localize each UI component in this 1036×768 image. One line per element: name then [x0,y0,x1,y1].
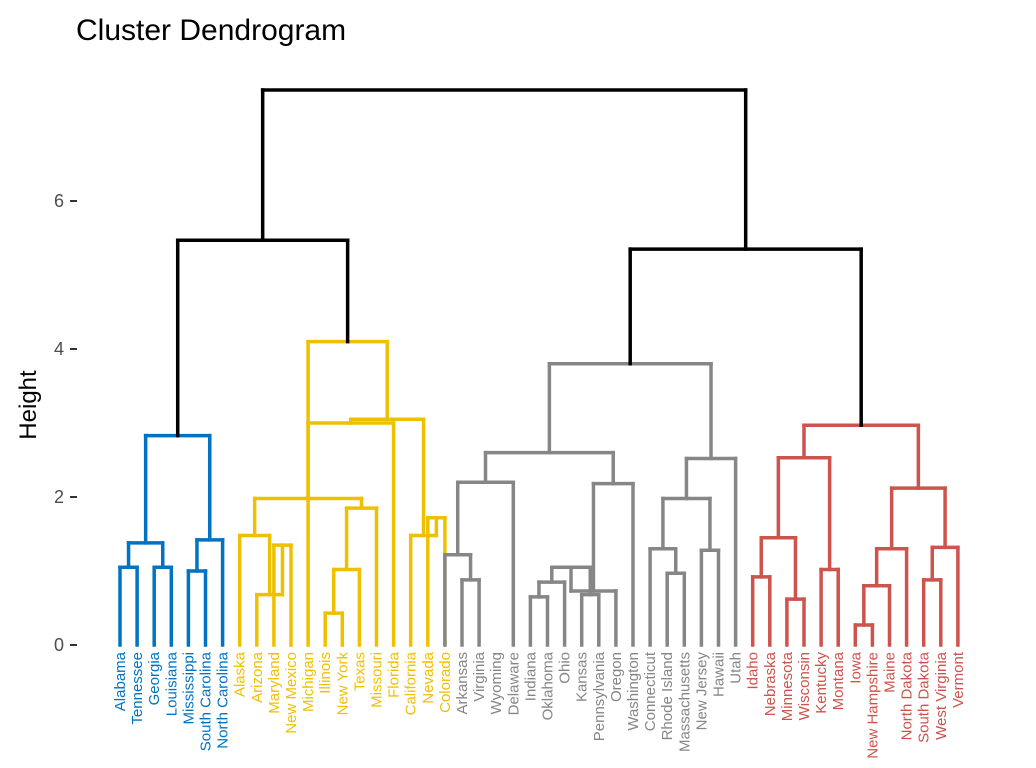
leaf-label: South Carolina [198,651,215,751]
leaf-label: New Hampshire [864,652,881,759]
y-tick-label: 0 [54,635,64,655]
leaf-label: Texas [351,652,368,691]
leaf-label: Ohio [557,652,574,684]
y-axis: 0 2 4 6 [54,191,77,655]
leaf-label: Kansas [574,652,591,702]
leaf-label: Missouri [369,652,386,708]
leaf-label: Idaho [745,652,762,690]
leaf-label: New York [334,652,351,716]
leaf-label: Washington [625,652,642,731]
leaf-label: Indiana [522,651,539,701]
leaf-label: Florida [386,651,403,698]
leaf-label: Arkansas [454,652,471,715]
leaf-label: North Dakota [899,651,916,740]
leaf-label: Louisiana [163,651,180,716]
leaf-label: Colorado [437,652,454,713]
leaf-label: Georgia [146,651,163,705]
dendrogram-branches [118,88,960,647]
leaf-label: Mississippi [180,652,197,725]
leaf-label: California [403,651,420,715]
leaf-label: Delaware [505,652,522,715]
leaf-label: North Carolina [215,651,232,748]
leaf-label: West Virginia [933,651,950,739]
leaf-label: Oklahoma [540,651,557,720]
leaf-label: Nebraska [762,651,779,716]
y-axis-label: Height [15,370,42,440]
leaf-label: Oregon [608,652,625,702]
y-tick-label: 6 [54,191,64,211]
chart-title: Cluster Dendrogram [76,14,346,47]
leaf-label: Montana [830,651,847,710]
leaf-label: Alabama [112,651,129,711]
leaf-label: Michigan [300,652,317,712]
leaf-label: Kentucky [813,652,830,714]
leaf-label: Massachusetts [676,652,693,752]
leaf-label: Arizona [249,651,266,703]
leaf-label: South Dakota [916,651,933,743]
leaf-label: Hawaii [711,652,728,697]
leaf-label: Nevada [420,651,437,703]
y-tick-label: 4 [54,339,64,359]
leaf-label: Rhode Island [659,652,676,740]
leaf-label: New Mexico [283,652,300,734]
leaf-label: Tennessee [129,652,146,725]
leaf-label: Pennsylvania [591,651,608,741]
leaf-label: Maine [882,652,899,693]
leaf-label: New Jersey [693,652,710,731]
leaf-label: Maryland [266,652,283,714]
leaf-label: Wyoming [488,652,505,714]
leaf-label: Alaska [232,651,249,697]
leaf-label: Illinois [317,652,334,694]
leaf-label: Minnesota [779,651,796,721]
leaf-label: Wisconsin [796,652,813,720]
leaf-labels: Alabama Tennessee Georgia Louisiana Mississi… [112,651,967,759]
leaf-label: Iowa [847,651,864,683]
y-tick-label: 2 [54,487,64,507]
leaf-label: Virginia [471,651,488,701]
leaf-label: Vermont [950,651,967,708]
leaf-label: Utah [728,652,745,684]
leaf-label: Connecticut [642,651,659,731]
